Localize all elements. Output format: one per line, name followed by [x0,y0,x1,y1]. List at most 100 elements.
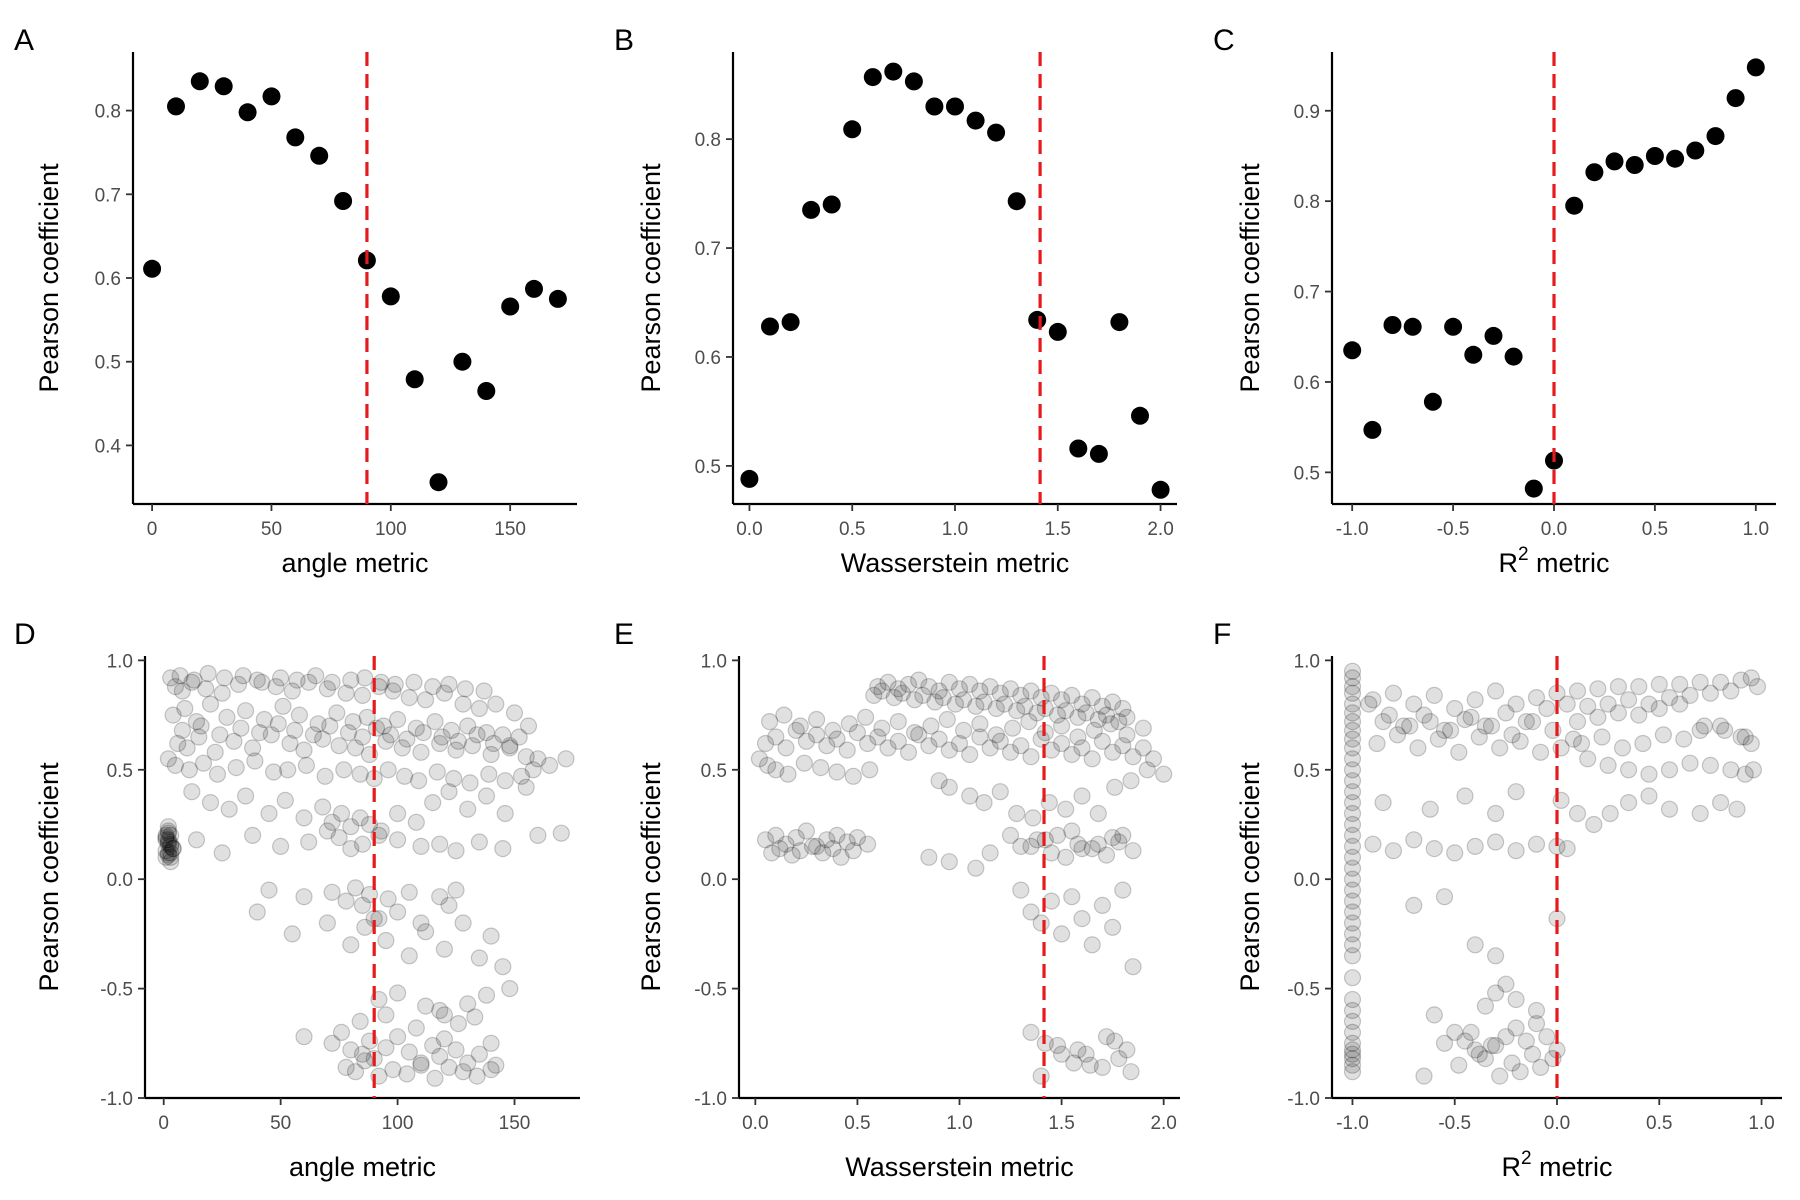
data-point [1701,756,1720,775]
data-point [1732,671,1750,689]
data-point [1012,881,1030,899]
y-tick-label: -0.5 [694,980,727,1001]
data-point [1456,1032,1474,1050]
data-point [1456,710,1474,729]
data-point [1110,1049,1128,1068]
data-point [356,1052,374,1070]
data-point [353,686,372,705]
data-point [435,684,453,702]
data-point [1048,826,1067,845]
data-point [1057,702,1075,720]
data-point [459,1054,477,1072]
data-point [1083,936,1101,954]
data-point [1599,756,1617,775]
x-tick-label: 100 [375,519,407,540]
data-point [1486,682,1505,700]
data-point [1746,58,1765,77]
y-tick-label: 0.5 [95,353,121,374]
data-point [740,469,759,488]
data-point [1073,787,1091,805]
data-point [167,97,185,116]
data-point [1343,826,1362,845]
data-point [1444,317,1463,336]
data-point [940,778,958,796]
data-point [157,842,175,860]
data-point [164,706,182,724]
data-point [389,804,407,823]
data-point [159,824,177,842]
data-point [812,758,830,777]
data-point [946,97,964,116]
data-point [353,728,372,746]
y-axis-title: Pearson coefficient [1235,163,1265,393]
data-point [1497,975,1515,993]
y-tick-label: -1.0 [1287,1089,1320,1110]
data-point [1343,1045,1362,1063]
x-tick-label: 0.0 [742,1113,768,1134]
data-point [1728,800,1746,818]
data-point [220,800,238,818]
data-point [206,743,224,761]
data-point [1711,793,1730,812]
data-point [1388,726,1407,744]
data-point [1568,682,1587,700]
data-point [1401,717,1419,735]
data-point [1568,712,1587,731]
data-point [954,691,973,709]
data-point [279,761,297,779]
data-point [1511,732,1529,750]
data-point [321,717,339,735]
data-point [1421,712,1439,731]
data-point [777,835,795,853]
data-point [1681,686,1699,705]
data-point [1069,708,1087,726]
data-point [940,853,958,871]
data-point [930,772,948,790]
data-point [1001,743,1020,761]
data-point [1476,717,1495,735]
data-point [1634,734,1652,753]
data-point [771,839,789,858]
data-point [398,1065,416,1083]
data-point [501,739,519,757]
data-point [159,831,177,849]
data-point [893,684,911,702]
data-point [761,317,779,336]
data-point [1415,706,1433,724]
data-point [377,931,395,950]
data-point [295,741,313,759]
data-point [424,793,442,812]
data-point [157,831,175,849]
data-point [475,682,493,700]
data-point [477,382,496,400]
data-point [1599,695,1617,713]
data-point [529,826,547,845]
data-point [482,745,500,764]
data-point [1124,842,1142,860]
data-point [501,979,519,998]
data-point [215,669,234,687]
y-tick-label: 0.5 [1294,761,1320,782]
data-point [1073,909,1091,928]
data-point [384,682,402,700]
data-point [424,677,442,696]
data-point [330,737,348,755]
data-point [1103,743,1122,761]
data-point [337,892,355,910]
data-point [201,793,220,812]
data-point [1343,969,1362,987]
data-point [295,809,313,827]
data-point [1057,800,1075,818]
data-point [1363,420,1382,439]
data-point [1523,1045,1542,1063]
x-tick-label: 150 [499,1113,531,1134]
data-point [885,688,903,707]
data-point [967,697,985,715]
y-tick-label: 0.0 [1294,870,1320,891]
data-point [1476,997,1495,1015]
data-point [1028,310,1047,329]
data-point [1022,748,1040,766]
data-point [925,97,944,116]
data-point [183,673,201,691]
data-point [180,761,198,779]
